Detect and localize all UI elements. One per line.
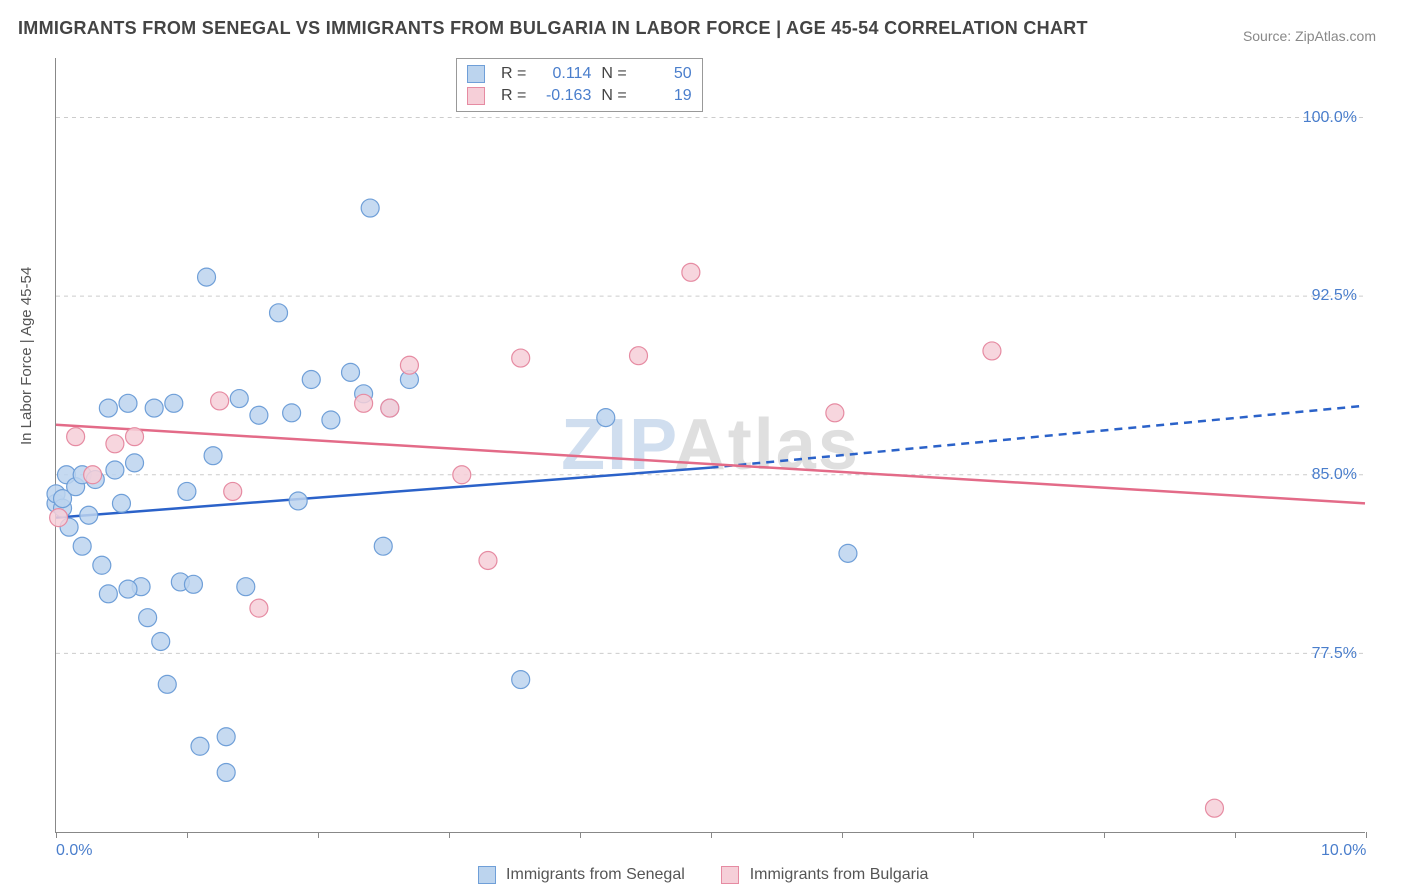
data-point-bulgaria <box>983 342 1001 360</box>
data-point-bulgaria <box>126 428 144 446</box>
data-point-bulgaria <box>224 482 242 500</box>
data-point-senegal <box>126 454 144 472</box>
source-label: Source: ZipAtlas.com <box>1243 28 1376 44</box>
data-point-bulgaria <box>630 347 648 365</box>
data-point-senegal <box>361 199 379 217</box>
r-label: R = <box>501 65 526 83</box>
data-point-bulgaria <box>84 466 102 484</box>
legend-label: Immigrants from Senegal <box>506 866 685 883</box>
data-point-senegal <box>250 406 268 424</box>
data-point-bulgaria <box>50 509 68 527</box>
n-label: N = <box>601 65 626 83</box>
data-point-senegal <box>270 304 288 322</box>
swatch-senegal <box>478 866 496 884</box>
data-point-senegal <box>198 268 216 286</box>
data-point-senegal <box>289 492 307 510</box>
data-point-bulgaria <box>355 394 373 412</box>
data-point-bulgaria <box>682 263 700 281</box>
data-point-senegal <box>112 494 130 512</box>
swatch-bulgaria <box>467 87 485 105</box>
data-point-senegal <box>374 537 392 555</box>
trend-line-bulgaria <box>56 425 1365 504</box>
n-value-senegal: 50 <box>637 65 692 83</box>
x-tick <box>56 832 57 838</box>
data-point-senegal <box>302 371 320 389</box>
data-point-bulgaria <box>400 356 418 374</box>
data-point-bulgaria <box>67 428 85 446</box>
data-point-bulgaria <box>1205 799 1223 817</box>
swatch-bulgaria <box>721 866 739 884</box>
x-tick <box>1104 832 1105 838</box>
y-tick-label: 85.0% <box>1312 466 1357 484</box>
data-point-bulgaria <box>479 552 497 570</box>
data-point-senegal <box>145 399 163 417</box>
data-point-senegal <box>342 363 360 381</box>
data-point-senegal <box>80 506 98 524</box>
data-point-senegal <box>178 482 196 500</box>
data-point-senegal <box>191 737 209 755</box>
x-tick-label: 0.0% <box>56 842 92 860</box>
chart-svg <box>56 58 1365 832</box>
data-point-senegal <box>93 556 111 574</box>
data-point-senegal <box>165 394 183 412</box>
y-tick-label: 77.5% <box>1312 645 1357 663</box>
data-point-bulgaria <box>211 392 229 410</box>
data-point-senegal <box>237 578 255 596</box>
x-tick-label: 10.0% <box>1321 842 1366 860</box>
data-point-senegal <box>217 728 235 746</box>
data-point-senegal <box>839 544 857 562</box>
stats-legend-box: R = 0.114 N = 50 R = -0.163 N = 19 <box>456 58 703 112</box>
x-tick <box>973 832 974 838</box>
data-point-senegal <box>322 411 340 429</box>
swatch-senegal <box>467 65 485 83</box>
r-label: R = <box>501 87 526 105</box>
legend-item-senegal: Immigrants from Senegal <box>478 866 685 884</box>
data-point-senegal <box>139 609 157 627</box>
legend-label: Immigrants from Bulgaria <box>750 866 929 883</box>
y-axis-label: In Labor Force | Age 45-54 <box>18 267 35 445</box>
x-tick <box>187 832 188 838</box>
y-tick-label: 92.5% <box>1312 287 1357 305</box>
data-point-senegal <box>152 632 170 650</box>
data-point-senegal <box>106 461 124 479</box>
x-tick <box>449 832 450 838</box>
data-point-senegal <box>158 675 176 693</box>
data-point-senegal <box>512 671 530 689</box>
n-label: N = <box>601 87 626 105</box>
data-point-bulgaria <box>381 399 399 417</box>
x-tick <box>711 832 712 838</box>
r-value-bulgaria: -0.163 <box>536 87 591 105</box>
data-point-senegal <box>184 575 202 593</box>
data-point-senegal <box>230 390 248 408</box>
data-point-senegal <box>119 394 137 412</box>
n-value-bulgaria: 19 <box>637 87 692 105</box>
data-point-senegal <box>217 763 235 781</box>
chart-title: IMMIGRANTS FROM SENEGAL VS IMMIGRANTS FR… <box>18 18 1088 39</box>
trend-line-senegal-dashed <box>711 406 1366 468</box>
data-point-bulgaria <box>106 435 124 453</box>
data-point-bulgaria <box>250 599 268 617</box>
data-point-bulgaria <box>826 404 844 422</box>
data-point-senegal <box>73 537 91 555</box>
r-value-senegal: 0.114 <box>536 65 591 83</box>
data-point-senegal <box>119 580 137 598</box>
x-tick <box>1366 832 1367 838</box>
plot-area: ZIPAtlas R = 0.114 N = 50 R = -0.163 N =… <box>55 58 1365 833</box>
x-tick <box>842 832 843 838</box>
x-tick <box>1235 832 1236 838</box>
x-tick <box>580 832 581 838</box>
x-tick <box>318 832 319 838</box>
data-point-senegal <box>204 447 222 465</box>
data-point-bulgaria <box>453 466 471 484</box>
data-point-bulgaria <box>512 349 530 367</box>
data-point-senegal <box>99 585 117 603</box>
legend-item-bulgaria: Immigrants from Bulgaria <box>721 866 928 884</box>
bottom-legend: Immigrants from Senegal Immigrants from … <box>0 866 1406 884</box>
data-point-senegal <box>283 404 301 422</box>
y-tick-label: 100.0% <box>1303 109 1357 127</box>
data-point-senegal <box>597 409 615 427</box>
data-point-senegal <box>99 399 117 417</box>
stats-row-bulgaria: R = -0.163 N = 19 <box>467 85 692 107</box>
stats-row-senegal: R = 0.114 N = 50 <box>467 63 692 85</box>
